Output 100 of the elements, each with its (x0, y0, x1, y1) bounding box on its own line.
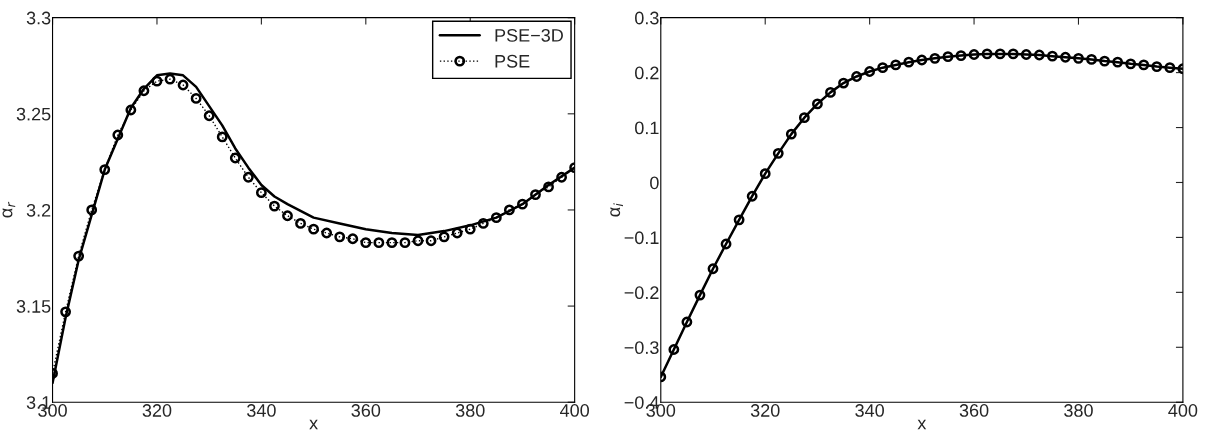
point (530, 189, 541, 200)
point (269, 200, 280, 212)
point (890, 59, 902, 71)
point (517, 198, 528, 210)
point (60, 306, 72, 318)
point (334, 231, 346, 243)
point (386, 237, 398, 249)
point (177, 79, 189, 91)
point (86, 204, 98, 216)
x-tick-label: 360 (959, 404, 989, 417)
x-tick-label: 360 (351, 404, 381, 417)
point (360, 237, 372, 249)
point (1138, 59, 1150, 71)
point (1007, 48, 1019, 60)
point (73, 250, 85, 262)
point (477, 217, 489, 229)
point (851, 71, 862, 82)
point (308, 223, 320, 235)
point (203, 110, 215, 122)
point (1046, 50, 1058, 62)
y-tick-label: 0.3 (635, 11, 659, 25)
point (1099, 55, 1110, 67)
point (1060, 51, 1071, 63)
point (877, 62, 889, 74)
y-tick-label: −0.2 (624, 286, 659, 300)
x-tick-label: 340 (855, 404, 884, 417)
point (838, 77, 849, 89)
x-tick-label: 380 (1064, 404, 1093, 417)
x-axis-title: x (309, 419, 318, 430)
point (242, 171, 254, 183)
point (190, 93, 202, 104)
point (295, 217, 306, 229)
point (255, 187, 267, 199)
y-tick-label: −0.3 (624, 341, 659, 355)
point (785, 128, 797, 140)
point (556, 171, 568, 183)
point (1125, 58, 1137, 70)
point (825, 86, 836, 98)
point (425, 235, 437, 247)
point (438, 231, 450, 243)
point (125, 104, 137, 116)
point (412, 235, 424, 247)
point (543, 181, 554, 193)
point (490, 212, 502, 224)
legend-label: PSE−3D (495, 28, 563, 42)
point (916, 54, 928, 66)
y-tick-label: 3.2 (26, 203, 51, 217)
point (942, 51, 954, 63)
point (138, 85, 150, 97)
point (981, 48, 993, 60)
point (929, 52, 941, 64)
point (282, 210, 293, 222)
point (994, 48, 1006, 60)
y-axis-title: α$_{i}$ (610, 203, 623, 217)
point (903, 56, 915, 68)
point (955, 50, 967, 61)
y-axis-title: α$_{r}$ (2, 201, 16, 218)
point (1164, 62, 1176, 74)
x-tick-label: 400 (560, 404, 590, 417)
point (1073, 52, 1084, 64)
x-tick-label: 320 (142, 404, 172, 417)
point (968, 49, 980, 60)
point (112, 129, 124, 141)
point (733, 214, 745, 226)
point (694, 289, 706, 301)
x-tick-label: 400 (1168, 404, 1198, 417)
point (151, 75, 163, 87)
point (399, 237, 411, 249)
point (451, 227, 463, 239)
x-tick-label: 320 (750, 404, 780, 417)
point (707, 263, 719, 275)
y-tick-label: 3.25 (16, 107, 51, 121)
point (1033, 49, 1045, 61)
point (373, 237, 385, 249)
point (668, 344, 680, 355)
point (681, 316, 693, 328)
point (798, 112, 810, 124)
point (1020, 49, 1032, 60)
y-tick-label: 0.2 (635, 66, 659, 80)
point (812, 98, 823, 110)
x-tick-label: 340 (247, 404, 276, 417)
point (720, 238, 732, 250)
point (1151, 61, 1163, 72)
y-tick-label: 0.1 (635, 121, 659, 135)
point (746, 190, 758, 202)
point (347, 233, 359, 245)
legend-label: PSE (495, 54, 530, 68)
point (216, 131, 228, 143)
x-tick-label: 380 (455, 404, 485, 417)
point (503, 204, 515, 216)
point (864, 66, 876, 77)
y-tick-label: −0.1 (624, 231, 659, 245)
point (229, 152, 241, 164)
point (99, 164, 111, 175)
x-axis-title: x (917, 419, 927, 430)
y-tick-label: 0 (650, 176, 659, 190)
point (321, 227, 333, 239)
point (1086, 54, 1097, 65)
y-tick-label: 3.15 (16, 300, 51, 313)
point (464, 223, 476, 235)
